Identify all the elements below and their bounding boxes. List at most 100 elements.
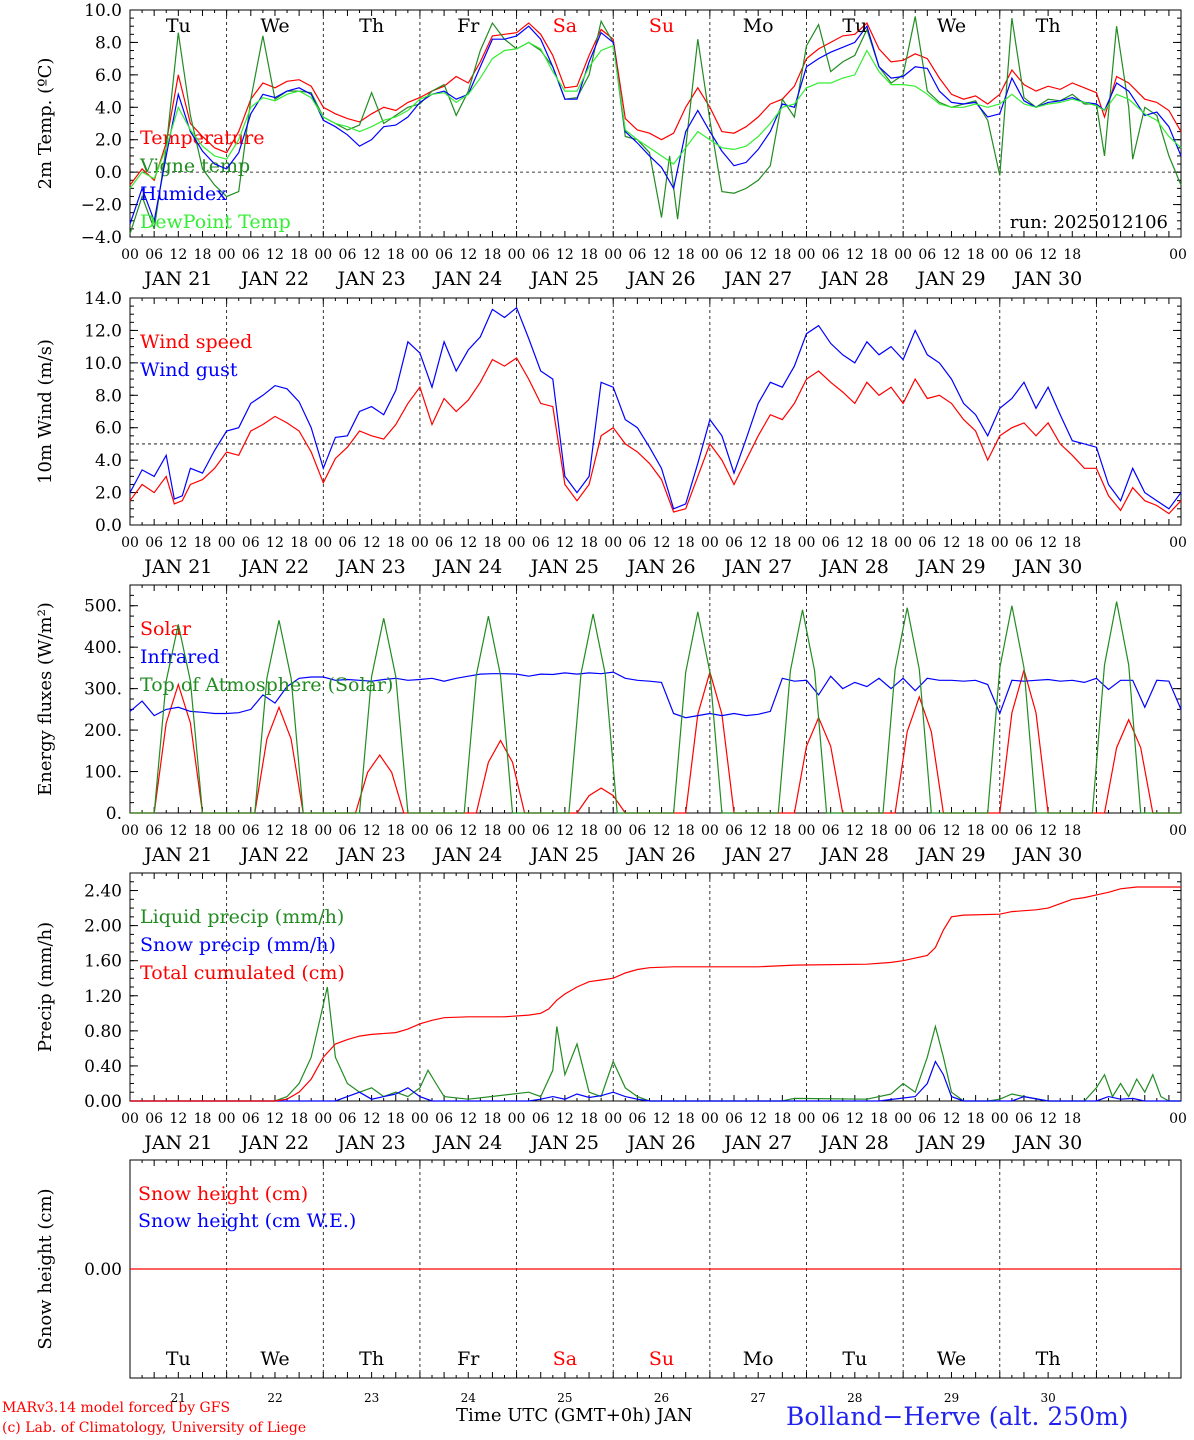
hour-label: 06 [339,1111,357,1127]
hour-label: 18 [870,1111,888,1127]
y-tick-label: −4.0 [81,228,122,248]
day-label: We [937,15,966,37]
hour-label: 06 [145,247,163,263]
hour-label: 00 [701,535,719,551]
hour-label: 06 [822,823,840,839]
day-label: Th [1036,1348,1061,1370]
date-label: JAN 29 [915,844,985,866]
date-label: JAN 27 [722,844,792,866]
hour-label: 18 [773,247,791,263]
y-tick-label: 4.0 [95,98,122,118]
day-label: Su [649,15,674,37]
y-tick-label: 0.00 [84,1260,122,1280]
hour-label: 00 [508,247,526,263]
date-label: JAN 28 [819,556,889,578]
hour-label: 12 [556,823,574,839]
hour-label: 06 [628,1111,646,1127]
hour-label: 00 [411,535,429,551]
date-label: JAN 24 [432,268,502,290]
hour-label: 06 [532,823,550,839]
hour-label: 06 [435,247,453,263]
hour-label: 18 [870,535,888,551]
hour-label: 12 [1039,535,1057,551]
hour-label: 00 [218,535,236,551]
hour-label: 06 [435,823,453,839]
y-axis-label: Precip (mm/h) [35,922,56,1052]
series-line-3 [129,24,1182,225]
series-line-2 [129,306,1182,510]
hour-label: 12 [846,535,864,551]
hour-label: 12 [943,535,961,551]
hour-label: 12 [169,823,187,839]
y-axis-label: 10m Wind (m/s) [35,339,56,484]
hour-label: 18 [580,823,598,839]
hour-label: 06 [339,823,357,839]
hour-label: 12 [459,1111,477,1127]
hour-label: 12 [846,1111,864,1127]
hour-label: 00 [218,823,236,839]
day-label: Fr [457,1348,480,1370]
hour-label: 18 [677,823,695,839]
hour-label: 00 [894,535,912,551]
y-tick-label: 10.0 [84,1,122,21]
y-tick-label: 300. [84,680,122,700]
hour-label: 00 [411,1111,429,1127]
hour-label: 06 [1015,1111,1033,1127]
hour-label: 18 [290,823,308,839]
panel-frame [129,9,1182,238]
day-label: We [937,1348,966,1370]
hour-label: 18 [387,823,405,839]
y-tick-label: 0.0 [95,516,122,536]
hour-label: 06 [725,823,743,839]
legend-entry: Snow height (cm W.E.) [138,1210,356,1232]
hour-label: 18 [677,1111,695,1127]
y-tick-label: −2.0 [81,196,122,216]
run-annotation: run: 2025012106 [1010,212,1168,233]
day-label: Tu [166,15,191,37]
hour-label: 12 [846,247,864,263]
y-axis-label: 2m Temp. (ºC) [35,58,56,190]
hour-label: 12 [266,535,284,551]
hour-label: 06 [822,535,840,551]
date-label: JAN 21 [142,1132,212,1154]
time-axis-label: Time UTC (GMT+0h) JAN [456,1405,693,1426]
date-label: JAN 27 [722,556,792,578]
hour-label: 00 [1169,1111,1187,1127]
hour-label: 00 [1169,535,1187,551]
legend-entry: Infrared [140,646,220,668]
hour-label: 12 [653,823,671,839]
series-line-4 [129,41,1182,189]
hour-label: 00 [604,823,622,839]
hour-label: 00 [798,1111,816,1127]
hour-label: 00 [411,247,429,263]
y-tick-label: 8.0 [95,33,122,53]
series-line-1 [129,21,1182,186]
hour-label: 18 [387,1111,405,1127]
hour-label: 18 [387,247,405,263]
y-tick-label: 2.00 [84,917,122,937]
hour-label: 06 [628,535,646,551]
date-label: JAN 29 [915,1132,985,1154]
hour-label: 12 [363,247,381,263]
date-label: JAN 22 [239,844,309,866]
hour-label: 18 [387,535,405,551]
day-label: Tu [842,15,867,37]
hour-label: 18 [1063,1111,1081,1127]
y-tick-label: 400. [84,638,122,658]
date-label: JAN 26 [625,268,695,290]
hour-label: 00 [218,247,236,263]
hour-label: 18 [194,535,212,551]
hour-label: 18 [580,535,598,551]
date-label: JAN 24 [432,556,502,578]
y-tick-label: 0. [106,804,122,824]
hour-label: 18 [870,823,888,839]
day-number: 25 [557,1391,572,1405]
hour-label: 00 [121,247,139,263]
hour-label: 12 [169,1111,187,1127]
y-tick-label: 12.0 [84,321,122,341]
hour-label: 12 [653,1111,671,1127]
day-label: Tu [166,1348,191,1370]
hour-label: 18 [677,247,695,263]
day-number: 22 [267,1391,282,1405]
hour-label: 12 [266,247,284,263]
